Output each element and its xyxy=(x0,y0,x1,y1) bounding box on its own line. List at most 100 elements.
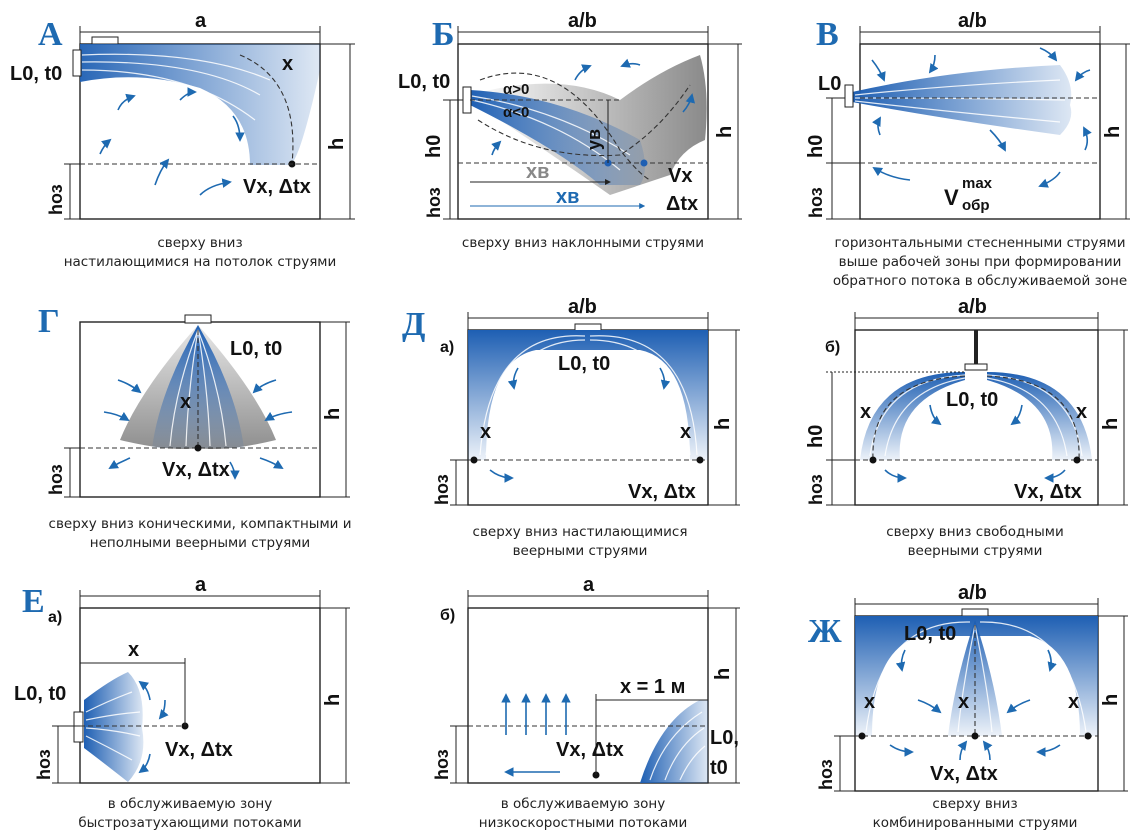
panel-e-a-height-label: h xyxy=(322,694,344,706)
panel-e-a-caption-2: быстрозатухающими потоками xyxy=(78,815,301,831)
panel-b-caption-1: сверху вниз наклонными струями xyxy=(462,235,704,251)
panel-b-point-label-1: Vx xyxy=(668,165,692,187)
panel-e-a: Е а) a x h hоз L0, t0 Vx, Δtx в обслужив… xyxy=(14,574,350,831)
panel-b-h0-label: h0 xyxy=(423,135,445,158)
panel-e-b-sub: б) xyxy=(440,607,455,624)
panel-a-width-label: a xyxy=(195,10,207,32)
panel-e-b-point-label: Vx, Δtx xyxy=(556,739,624,761)
panel-b-height-label: h xyxy=(714,126,736,138)
panel-zh-height-label: h xyxy=(1100,694,1122,706)
panel-b-point-label-2: Δtx xyxy=(666,193,698,215)
panel-zh-width-label: a/b xyxy=(958,582,987,604)
panel-d-b-source-label: L0, t0 xyxy=(946,389,998,411)
panel-v-v-sup: max xyxy=(962,175,993,192)
panel-d-a: Д а) a/b h hоз L0, t0 x x Vx, Δtx сверху… xyxy=(402,296,740,559)
panel-v-v-sub: обр xyxy=(962,197,990,214)
panel-zh-point-label: Vx, Δtx xyxy=(930,763,998,785)
panel-d-a-x-label-2: x xyxy=(680,421,691,443)
panel-e-a-x-label: x xyxy=(128,639,139,661)
panel-e-b-zone-label: hоз xyxy=(432,749,452,780)
panel-a-source-label: L0, t0 xyxy=(10,63,62,85)
panel-v-width-label: a/b xyxy=(958,10,987,32)
panel-b-yb-label: yв xyxy=(584,129,604,150)
panel-v-caption-1: горизонтальными стесненными струями xyxy=(834,235,1125,251)
panel-g-x-label: x xyxy=(180,391,191,413)
panel-g: Г h hоз L0, t0 x Vx, Δtx сверху вниз кон… xyxy=(38,303,351,551)
panel-d-b-caption-2: веерными струями xyxy=(908,543,1043,559)
panel-e-a-caption-1: в обслуживаемую зону xyxy=(108,796,272,812)
panel-d-b-height-label: h xyxy=(1100,418,1122,430)
panel-b: Б a/b α>0 α<0 yв xв xв h h0 hоз L0, t0 V… xyxy=(398,10,742,251)
panel-d-a-width-label: a/b xyxy=(568,296,597,318)
panel-b-source-label: L0, t0 xyxy=(398,71,450,93)
panel-v-caption-2: выше рабочей зоны при формировании xyxy=(839,254,1122,270)
panel-d-a-caption-2: веерными струями xyxy=(513,543,648,559)
panel-b-angle-neg: α<0 xyxy=(503,104,529,121)
panel-v-source-label: L0 xyxy=(818,73,841,95)
panel-d-b-x-label-1: x xyxy=(860,401,871,423)
panel-zh-caption-2: комбинированными струями xyxy=(873,815,1078,831)
panel-b-letter: Б xyxy=(432,16,454,53)
panel-g-caption-1: сверху вниз коническими, компактными и xyxy=(49,516,352,532)
panel-d-b-x-label-2: x xyxy=(1076,401,1087,423)
panel-d-b-zone-label: hоз xyxy=(806,474,826,505)
panel-v-zone-label: hоз xyxy=(806,187,826,218)
panel-zh-zone-label: hоз xyxy=(816,759,836,790)
panel-d-a-x-label-1: x xyxy=(480,421,491,443)
panel-g-height-label: h xyxy=(322,408,344,420)
panel-d-b: б) a/b h h0 hоз L0, t0 x x Vx, Δtx сверх… xyxy=(805,296,1128,559)
panel-b-angle-pos: α>0 xyxy=(503,81,529,98)
panel-a-caption-2: настилающимися на потолок струями xyxy=(64,254,337,270)
panel-e-b-height-label: h xyxy=(712,668,734,680)
panel-b-width-label: a/b xyxy=(568,10,597,32)
panel-d-a-height-label: h xyxy=(712,418,734,430)
panel-a-letter: А xyxy=(38,16,63,53)
panel-v-letter: В xyxy=(816,16,839,53)
panel-zh-letter: Ж xyxy=(808,613,842,650)
panel-d-b-sub: б) xyxy=(825,339,840,356)
panel-d-b-width-label: a/b xyxy=(958,296,987,318)
panel-a: А a h hоз L0, t0 x Vx, Δtx сверху вниз н… xyxy=(10,10,355,270)
panel-g-point-label: Vx, Δtx xyxy=(162,459,230,481)
panel-zh-caption-1: сверху вниз xyxy=(932,796,1017,812)
panel-a-point-label: Vx, Δtx xyxy=(243,176,311,198)
panel-v-v-label: V xyxy=(944,185,959,210)
panel-e-a-zone-label: hоз xyxy=(34,749,54,780)
panel-a-x-label: x xyxy=(282,53,293,75)
panel-zh-x-label-2: x xyxy=(958,691,969,713)
panel-e-a-source-label: L0, t0 xyxy=(14,683,66,705)
panel-zh-x-label-1: x xyxy=(864,691,875,713)
panel-e-b-x-label: x = 1 м xyxy=(620,676,685,698)
panel-zh: Ж a/b h hоз L0, t0 x x x Vx, Δtx сверху … xyxy=(808,582,1128,831)
panel-e-b-source-label-2: t0 xyxy=(710,757,728,779)
panel-a-zone-label: hоз xyxy=(46,184,66,215)
panel-v-caption-3: обратного потока в обслуживаемой зоне xyxy=(833,273,1127,289)
panel-d-b-caption-1: сверху вниз свободными xyxy=(886,524,1064,540)
panel-g-source-label: L0, t0 xyxy=(230,338,282,360)
panel-e-b: б) a x = 1 м h hоз L0, t0 Vx, Δtx в обсл… xyxy=(432,574,740,831)
panel-zh-source-label: L0, t0 xyxy=(904,623,956,645)
panel-e-a-sub: а) xyxy=(48,609,62,626)
panel-d-letter: Д xyxy=(402,306,425,343)
panel-e-b-caption-2: низкоскоростными потоками xyxy=(479,815,687,831)
panel-d-b-point-label: Vx, Δtx xyxy=(1014,481,1082,503)
panel-e-b-source-label-1: L0, xyxy=(710,727,739,749)
panel-g-letter: Г xyxy=(38,303,60,340)
panel-b-zone-label: hоз xyxy=(424,187,444,218)
panel-g-caption-2: неполными веерными струями xyxy=(90,535,310,551)
panel-a-caption-1: сверху вниз xyxy=(157,235,242,251)
panel-b-xb-grey: xв xyxy=(526,161,549,183)
panel-d-a-caption-1: сверху вниз настилающимися xyxy=(473,524,688,540)
panel-e-b-width-label: a xyxy=(583,574,595,596)
panel-d-b-h0-label: h0 xyxy=(805,425,827,448)
panel-e-a-point-label: Vx, Δtx xyxy=(165,739,233,761)
panel-e-letter: Е xyxy=(22,583,45,620)
panel-v-h0-label: h0 xyxy=(805,135,827,158)
panel-zh-x-label-3: x xyxy=(1068,691,1079,713)
panel-v: В a/b h h0 hоз L0 V max обр горизонтальн… xyxy=(805,10,1130,289)
panel-a-height-label: h xyxy=(326,138,348,150)
panel-d-a-zone-label: hоз xyxy=(432,474,452,505)
panel-b-xb-blue: xв xyxy=(556,186,579,208)
panel-v-height-label: h xyxy=(1102,126,1124,138)
